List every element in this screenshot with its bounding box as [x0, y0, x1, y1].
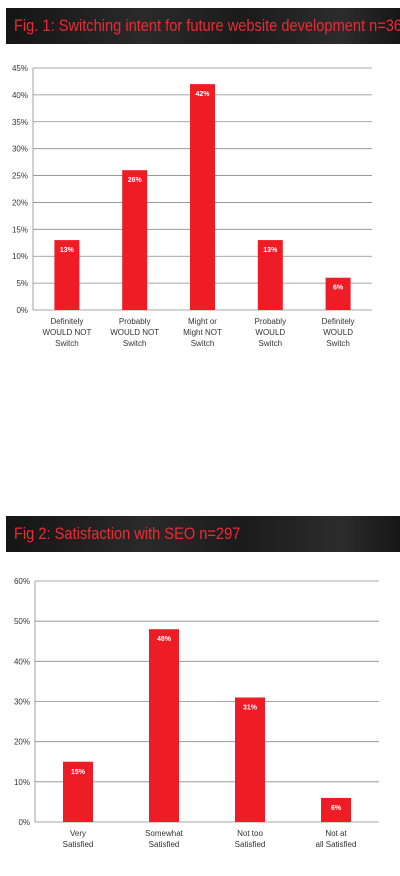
category-label-line: Switch — [55, 339, 79, 348]
bar — [321, 797, 351, 822]
category-label-line: Satisfied — [149, 840, 180, 849]
y-tick-label: 30% — [14, 698, 30, 707]
y-tick-label: 0% — [16, 306, 28, 315]
category-label-line: Not too — [237, 829, 263, 838]
data-label: 13% — [60, 247, 75, 254]
bar — [54, 240, 80, 310]
y-tick-label: 20% — [14, 738, 30, 747]
figure-2-title: Fig 2: Satisfaction with SEO n=297 — [14, 524, 241, 543]
data-label: 42% — [195, 91, 210, 98]
y-tick-label: 45% — [12, 64, 28, 73]
category-label-line: WOULD NOT — [110, 328, 159, 337]
figure-1: Fig. 1: Switching intent for future webs… — [6, 8, 400, 368]
bar — [190, 84, 215, 310]
data-label: 31% — [243, 704, 258, 711]
category-label: Not too Satisfied — [235, 829, 266, 849]
y-tick-label: 5% — [16, 279, 28, 288]
y-tick-label: 15% — [12, 225, 28, 234]
category-label-line: Satisfied — [235, 840, 266, 849]
category-label-line: Might NOT — [183, 328, 222, 337]
y-tick-label: 50% — [14, 617, 30, 626]
category-label-line: Definitely — [50, 317, 83, 326]
category-label-line: WOULD — [323, 328, 353, 337]
y-tick-label: 0% — [18, 818, 30, 827]
category-label-line: WOULD NOT — [42, 328, 91, 337]
y-tick-label: 25% — [12, 172, 28, 181]
category-label-line: Switch — [326, 339, 350, 348]
figure-2-banner: Fig 2: Satisfaction with SEO n=297 — [6, 516, 400, 552]
figure-1-title: Fig. 1: Switching intent for future webs… — [14, 16, 400, 35]
y-tick-label: 60% — [14, 577, 30, 586]
category-label: Somewhat Satisfied — [145, 829, 184, 849]
category-label: Might or Might NOT Switch — [183, 317, 222, 348]
data-label: 13% — [263, 247, 278, 254]
category-label-line: Satisfied — [63, 840, 94, 849]
y-tick-label: 10% — [12, 252, 28, 261]
data-label: 6% — [331, 805, 342, 812]
figure-2-bar-chart: 0% 10% 20% 30% 40% 50% 60% 15% Very Satisfied 48% S… — [14, 577, 379, 849]
category-label-line: all Satisfied — [316, 840, 357, 849]
category-label-line: WOULD — [255, 328, 285, 337]
figure-1-bar-chart: 0% 5% 10% 15% 20% 25% 30% 35% 40% 45% 13% Definitel… — [12, 64, 372, 348]
y-tick-label: 20% — [12, 198, 28, 207]
y-tick-label: 10% — [14, 778, 30, 787]
data-label: 26% — [128, 177, 143, 184]
y-tick-label: 40% — [14, 657, 30, 666]
category-label-line: Might or — [188, 317, 217, 326]
bar — [149, 629, 179, 822]
bar — [235, 697, 265, 822]
category-label: Definitely WOULD NOT Switch — [42, 317, 91, 348]
category-label: Very Satisfied — [63, 829, 94, 849]
bar — [63, 761, 93, 822]
data-label: 6% — [333, 285, 344, 292]
category-label: Probably WOULD NOT Switch — [110, 317, 159, 348]
category-label-line: Switch — [259, 339, 283, 348]
category-label-line: Switch — [191, 339, 215, 348]
y-tick-label: 40% — [12, 91, 28, 100]
bar — [122, 170, 148, 310]
data-label: 48% — [157, 636, 172, 643]
category-label: Definitely WOULD Switch — [322, 317, 355, 348]
category-label-line: Definitely — [322, 317, 355, 326]
category-label-line: Very — [70, 829, 86, 838]
category-label-line: Somewhat — [145, 829, 184, 838]
y-tick-label: 30% — [12, 145, 28, 154]
category-label-line: Probably — [255, 317, 287, 326]
bar — [325, 277, 351, 310]
figure-1-banner: Fig. 1: Switching intent for future webs… — [6, 8, 400, 44]
bar — [257, 240, 283, 310]
data-label: 15% — [71, 769, 86, 776]
category-label-line: Probably — [119, 317, 151, 326]
figure-2: Fig 2: Satisfaction with SEO n=297 0% 10%… — [6, 516, 400, 876]
category-label-line: Not at — [325, 829, 347, 838]
y-tick-label: 35% — [12, 118, 28, 127]
category-label: Probably WOULD Switch — [255, 317, 287, 348]
category-label-line: Switch — [123, 339, 147, 348]
category-label: Not at all Satisfied — [316, 829, 357, 849]
